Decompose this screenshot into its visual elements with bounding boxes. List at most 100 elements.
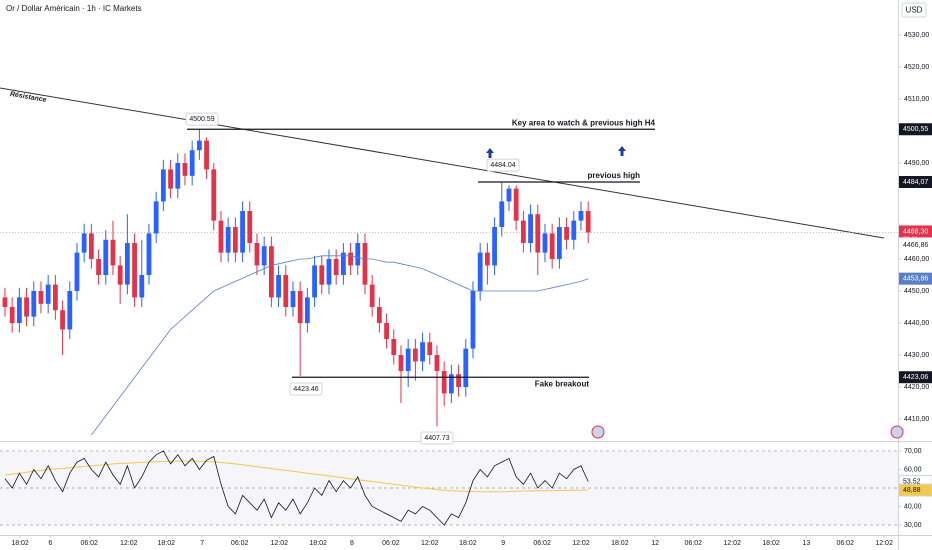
candle-body (585, 211, 591, 233)
x-tick-label: 18:02 (309, 540, 327, 547)
candle-body (240, 211, 245, 253)
x-tick-label: 12:02 (572, 540, 590, 547)
candle-body (196, 140, 202, 151)
x-tick-label: 06:02 (533, 540, 551, 547)
arrow-up (486, 148, 494, 158)
candle-body (434, 355, 440, 372)
event-flag[interactable] (591, 425, 605, 439)
candle-body (556, 227, 562, 260)
candle-body (45, 284, 51, 304)
candle-body (110, 239, 116, 266)
x-tick-label: 06:02 (685, 540, 703, 547)
candle-body (427, 342, 433, 356)
candle-body (96, 259, 101, 276)
level-text: Fake breakout (535, 379, 590, 388)
candle-body (168, 169, 173, 189)
currency: USD (906, 6, 923, 15)
candle-body (384, 323, 389, 340)
candle-body (312, 265, 317, 298)
rsi-band-fill (0, 450, 898, 526)
rsi-ma-tag: 48,88 (903, 487, 921, 494)
chart-title: Or / Dollar Américain · 1h · IC Markets (6, 4, 142, 13)
candle-body (283, 275, 289, 308)
level-tag-label: 4500,55 (903, 126, 928, 133)
candle-body (297, 291, 303, 324)
level-tag-label: 4423,06 (903, 374, 928, 381)
arrow-up (618, 146, 626, 156)
candle-body (88, 233, 94, 260)
candle-body (564, 227, 569, 240)
x-tick-label: 18:02 (611, 540, 629, 547)
ma-tag: 4453,86 (903, 275, 928, 282)
y-tick-label: 4510,00 (904, 96, 929, 103)
candle-body (153, 201, 159, 234)
x-tick-label: 12:02 (875, 540, 893, 547)
candle-body (477, 252, 483, 292)
y-tick-label: 4520,00 (904, 64, 929, 71)
candle-body (225, 227, 231, 253)
level-tag (899, 175, 932, 188)
x-tick-label: 8 (350, 540, 354, 547)
x-tick-label: 18:02 (459, 540, 477, 547)
candle-body (189, 150, 195, 176)
x-tick-label: 12:02 (723, 540, 741, 547)
currency-box[interactable] (901, 2, 927, 18)
trend-line (0, 87, 885, 239)
current-price-tag: 4468,30 (903, 228, 928, 235)
candle-body (528, 214, 533, 244)
candle-body (348, 252, 353, 266)
rsi-y-tick-label: 40,00 (904, 503, 922, 510)
price-label-box (185, 112, 219, 126)
candle-body (513, 188, 519, 221)
candle-body (74, 252, 80, 292)
price-label-box (420, 431, 454, 445)
candle-body (124, 243, 130, 285)
candle-body (16, 297, 22, 324)
candle-body (484, 252, 490, 266)
candle-body (211, 169, 217, 221)
candle-body (441, 371, 447, 394)
level-tag (899, 371, 932, 384)
candle-body (520, 220, 526, 244)
x-tick-label: 06:02 (231, 540, 249, 547)
y-tick-label: 4410,00 (904, 416, 929, 423)
event-flag[interactable] (890, 425, 904, 439)
candle-body (470, 291, 476, 349)
candle-body (405, 348, 411, 372)
y-tick-label: 4450,00 (904, 288, 929, 295)
candle-body (117, 265, 123, 285)
candle-body (218, 220, 224, 253)
x-tick-label: 06:02 (836, 540, 854, 547)
candle-body (448, 374, 454, 394)
rsi-y-tick-label: 70,00 (904, 448, 922, 455)
x-tick-label: 06:02 (80, 540, 98, 547)
candle-body (146, 233, 152, 276)
candle-body (204, 140, 209, 170)
candle-body (456, 374, 461, 388)
level-tag (899, 123, 932, 136)
candle-body (578, 211, 584, 221)
x-tick-label: 18:02 (762, 540, 780, 547)
level-text: previous high (588, 171, 641, 180)
y-tick-label: 4460,00 (904, 256, 929, 263)
candle-body (254, 243, 260, 266)
candle-body (67, 291, 73, 330)
price-label: 4500.59 (189, 116, 214, 123)
candle-body (376, 307, 382, 324)
x-tick-label: 7 (200, 540, 204, 547)
candle-body (132, 243, 137, 298)
candle-body (60, 310, 65, 330)
x-tick-label: 12:02 (271, 540, 289, 547)
candle-body (571, 220, 577, 240)
candle-body (319, 265, 325, 285)
candle-body (276, 275, 281, 298)
candle-body (38, 291, 44, 304)
candle-body (139, 275, 145, 298)
candle-body (391, 339, 397, 356)
candle-body (52, 284, 58, 311)
candle-body (398, 355, 404, 372)
ma-tag-box (899, 272, 932, 285)
candle-body (355, 243, 361, 266)
x-tick-label: 13 (802, 540, 810, 547)
